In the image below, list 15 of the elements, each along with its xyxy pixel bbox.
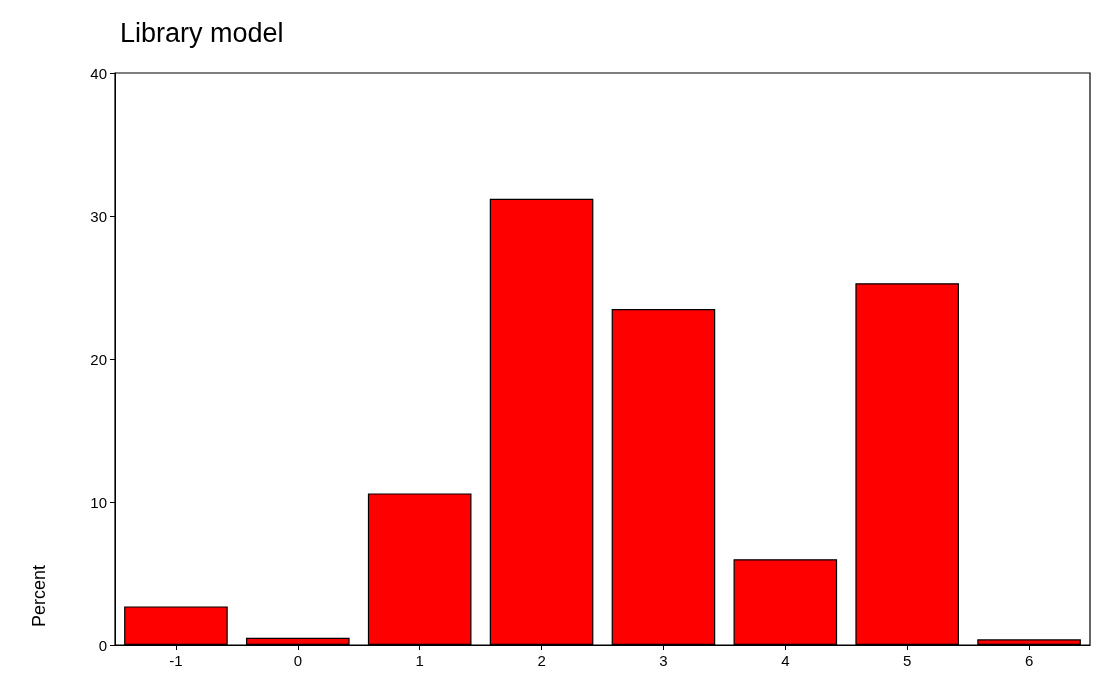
x-tick-label: 4 — [781, 652, 790, 669]
y-tick-label: 30 — [90, 207, 107, 225]
x-tick-label: 3 — [659, 652, 668, 669]
x-tick-label: 6 — [1024, 652, 1034, 669]
x-tick-label: -1 — [169, 652, 183, 669]
x-tick-label: 2 — [537, 652, 546, 669]
y-tick-label: 0 — [98, 636, 107, 654]
y-axis-title: Percent — [29, 564, 49, 628]
chart-title: Library model — [120, 17, 284, 48]
y-tick-label: 20 — [90, 350, 107, 368]
y-tick-label: 40 — [90, 64, 107, 82]
y-tick-label: 10 — [90, 493, 107, 511]
x-tick-label: 5 — [903, 652, 912, 669]
x-tick-label: 1 — [415, 652, 424, 669]
x-tick-label: 0 — [293, 652, 302, 669]
